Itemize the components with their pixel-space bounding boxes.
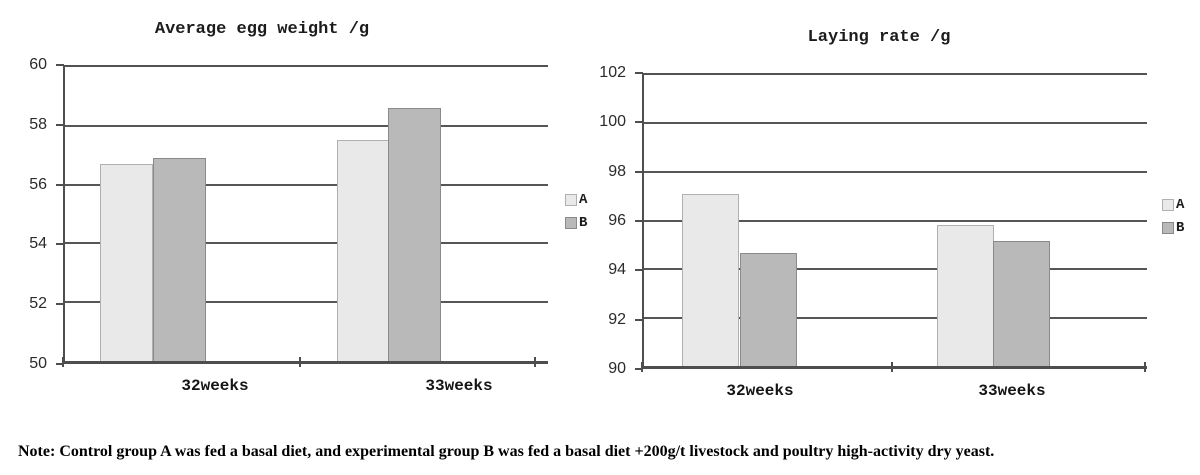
gridline — [65, 124, 548, 127]
y-axis-tick-label: 54 — [29, 235, 47, 253]
bar-series-a-33weeks — [937, 224, 994, 366]
y-axis-tick-label: 102 — [599, 64, 626, 81]
y-axis-tick — [635, 318, 643, 321]
gridline — [644, 170, 1147, 173]
legend-item-a: A — [1162, 198, 1200, 212]
bar-series-a-32weeks — [682, 193, 739, 366]
y-axis-tick — [635, 269, 643, 272]
bar-series-b-33weeks — [993, 240, 1050, 366]
y-axis-tick-label: 56 — [29, 175, 47, 193]
y-axis-tick-label: 98 — [608, 162, 626, 180]
legend-swatch-a — [565, 194, 577, 206]
y-axis-tick — [635, 170, 643, 173]
y-axis-tick-label: 94 — [608, 261, 626, 279]
y-axis-tick — [56, 243, 64, 246]
legend-item-b: B — [565, 216, 635, 230]
bar-series-b-33weeks — [388, 108, 441, 361]
y-axis-tick-label: 96 — [608, 212, 626, 229]
x-axis-tick — [534, 357, 536, 367]
y-axis-tick-label: 50 — [29, 355, 47, 372]
legend-swatch-a — [1162, 199, 1174, 211]
x-axis-category-label: 33weeks — [425, 377, 493, 395]
y-axis-tick — [56, 123, 64, 126]
bar-series-a-33weeks — [337, 139, 390, 361]
legend-label-b: B — [1176, 220, 1185, 236]
y-axis-tick — [56, 303, 64, 306]
legend-item-b: B — [1162, 221, 1200, 235]
x-axis-tick — [1144, 362, 1146, 372]
chart-title: Laying rate /g — [807, 28, 951, 47]
legend-label-a: A — [1176, 197, 1185, 213]
y-axis-tick — [635, 220, 643, 222]
gridline — [65, 183, 548, 186]
y-axis-tick — [56, 363, 64, 365]
x-axis-category-label: 33weeks — [978, 382, 1046, 400]
y-axis-tick-label: 100 — [599, 113, 626, 131]
bar-series-b-32weeks — [740, 253, 797, 366]
y-axis-tick — [635, 121, 643, 124]
y-axis-tick — [56, 183, 64, 186]
x-axis-category-label: 32weeks — [726, 382, 794, 400]
gridline — [644, 122, 1147, 125]
x-axis-tick — [641, 362, 643, 372]
y-axis-tick-label: 92 — [608, 310, 626, 328]
x-axis-category-label: 32weeks — [181, 377, 249, 395]
y-axis-tick-label: 52 — [29, 295, 47, 313]
y-axis-tick-label: 60 — [29, 56, 47, 73]
x-axis-tick — [299, 357, 301, 367]
gridline — [644, 316, 1147, 319]
plot-area — [642, 73, 1147, 369]
figure-note: Note: Control group A was fed a basal di… — [18, 443, 995, 460]
y-axis-tick — [635, 72, 643, 74]
chart-average-egg-weight: Average egg weight /g 50 52 54 56 58 60 32weeks… — [0, 0, 600, 420]
legend-label-a: A — [579, 192, 588, 208]
y-axis-tick-label: 58 — [29, 115, 47, 133]
bar-series-b-32weeks — [153, 157, 206, 361]
y-axis-tick — [635, 368, 643, 370]
legend-swatch-b — [565, 217, 577, 229]
plot-area — [63, 65, 548, 364]
legend-swatch-b — [1162, 222, 1174, 234]
chart-laying-rate: Laying rate /g 90 92 94 96 98 100 102 32weeks 33w… — [599, 0, 1200, 420]
chart-title: Average egg weight /g — [154, 20, 370, 39]
legend-label-b: B — [579, 215, 588, 231]
gridline — [65, 301, 548, 304]
bar-series-a-32weeks — [100, 163, 153, 361]
x-axis-tick — [62, 357, 64, 367]
gridline — [644, 219, 1147, 222]
legend-item-a: A — [565, 193, 635, 207]
y-axis-tick — [56, 64, 64, 66]
gridline — [644, 267, 1147, 270]
x-axis-tick — [891, 362, 893, 372]
y-axis-tick-label: 90 — [608, 360, 626, 377]
gridline — [65, 242, 548, 245]
